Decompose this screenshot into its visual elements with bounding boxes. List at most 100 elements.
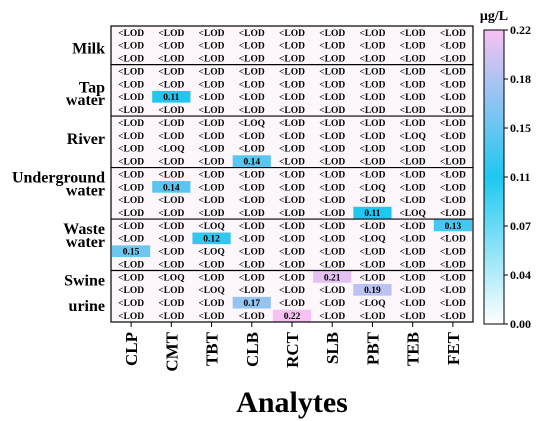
heatmap-cell-label: 0.13 [445, 222, 462, 232]
heatmap-cell-label: <LOD [319, 145, 345, 155]
heatmap-cell-label: <LOD [440, 312, 466, 322]
heatmap-cell-label: 0.22 [284, 312, 301, 322]
heatmap-cell-label: <LOQ [399, 209, 426, 219]
heatmap-cell-label: <LOD [319, 67, 345, 77]
heatmap-cell-label: <LOD [319, 132, 345, 142]
heatmap-cell-value [232, 296, 271, 309]
heatmap-cell-label: <LOD [118, 273, 144, 283]
heatmap-cell-label: <LOD [400, 260, 426, 270]
x-tick-label: PBT [363, 331, 382, 365]
heatmap-cell-label: <LOD [359, 196, 385, 206]
heatmap-cell-label: <LOD [279, 222, 305, 232]
heatmap-cell-label: <LOD [158, 312, 184, 322]
heatmap-cell-value [272, 309, 312, 322]
heatmap-cell-label: <LOD [440, 196, 466, 206]
heatmap-cell-label: <LOD [319, 42, 345, 52]
heatmap-cell-label: <LOD [319, 170, 345, 180]
heatmap-cell-label: <LOD [440, 158, 466, 168]
heatmap-cell-label: <LOD [319, 119, 345, 129]
heatmap-cell-label: <LOD [400, 158, 426, 168]
heatmap-cell-label: <LOD [359, 93, 385, 103]
heatmap-cell-label: <LOD [199, 132, 225, 142]
colorbar-tick-label: 0.07 [510, 219, 531, 233]
heatmap-cell-label: <LOD [440, 183, 466, 193]
heatmap-cell-label: <LOD [400, 312, 426, 322]
heatmap-cell-label: <LOD [440, 299, 466, 309]
heatmap-cell-label: <LOD [199, 196, 225, 206]
heatmap-cell-label: <LOD [199, 67, 225, 77]
heatmap-cell-label: <LOQ [198, 222, 225, 232]
colorbar-title: μg/L [480, 9, 508, 24]
heatmap-cell-label: <LOD [319, 80, 345, 90]
heatmap-cell-label: <LOD [239, 29, 265, 39]
heatmap-cell-label: <LOD [199, 158, 225, 168]
heatmap-cell-label: <LOD [400, 170, 426, 180]
heatmap-cell-label: <LOD [239, 196, 265, 206]
heatmap-cell-label: <LOD [158, 106, 184, 116]
heatmap-cell-label: <LOD [239, 145, 265, 155]
row-group-label: Milk [72, 41, 105, 58]
heatmap-cell-label: <LOD [239, 183, 265, 193]
heatmap-cell-label: <LOD [199, 106, 225, 116]
row-group-label: Underground [12, 169, 105, 186]
heatmap-cell-label: <LOD [319, 299, 345, 309]
heatmap-cell-label: 0.11 [364, 209, 380, 219]
heatmap-cell-value [353, 206, 392, 219]
heatmap-cell-label: 0.15 [123, 248, 140, 258]
heatmap-cell-label: <LOD [239, 106, 265, 116]
heatmap-cell-label: <LOD [118, 119, 144, 129]
row-group-label: water [66, 92, 105, 109]
heatmap-cell-label: <LOD [319, 209, 345, 219]
heatmap-cell-label: <LOD [359, 119, 385, 129]
heatmap-cell-label: <LOQ [198, 248, 225, 258]
heatmap-cell-label: <LOD [359, 67, 385, 77]
heatmap-cell-label: <LOD [400, 29, 426, 39]
heatmap-cell-label: <LOD [359, 170, 385, 180]
heatmap-cell-label: <LOD [158, 235, 184, 245]
heatmap-cell-label: <LOD [239, 209, 265, 219]
colorbar-tick-label: 0.22 [510, 23, 531, 37]
x-axis-title: Analytes [236, 386, 348, 419]
heatmap-cell-label: <LOD [400, 67, 426, 77]
heatmap-cell-label: <LOD [279, 158, 305, 168]
heatmap-cell-label: <LOD [440, 132, 466, 142]
heatmap-cell-label: <LOD [359, 132, 385, 142]
heatmap-cell-label: <LOD [279, 299, 305, 309]
heatmap-cell-label: <LOD [279, 260, 305, 270]
heatmap-cell-label: <LOD [400, 183, 426, 193]
x-tick-label: RCT [283, 331, 302, 368]
heatmap-cell-label: <LOD [440, 80, 466, 90]
heatmap-cell-label: <LOD [239, 248, 265, 258]
heatmap-cell-label: <LOD [359, 260, 385, 270]
heatmap-cell-label: <LOD [118, 286, 144, 296]
heatmap-cell-label: <LOD [118, 170, 144, 180]
heatmap-cell-label: <LOD [158, 286, 184, 296]
heatmap-cell-label: <LOD [118, 55, 144, 65]
heatmap-cell-label: <LOD [199, 183, 225, 193]
heatmap-cell-label: <LOD [400, 55, 426, 65]
heatmap-cell-label: <LOD [118, 29, 144, 39]
heatmap-cell-label: <LOD [158, 29, 184, 39]
heatmap-cell-label: <LOD [158, 80, 184, 90]
row-group-label: Tap [79, 79, 105, 96]
heatmap-cell-label: <LOD [319, 248, 345, 258]
heatmap-cell-label: <LOD [199, 170, 225, 180]
colorbar: μg/L 0.22 0.18 0.15 0.11 0.07 0.04 0.00 [480, 9, 531, 331]
colorbar-tick-label: 0.00 [510, 317, 531, 331]
heatmap-cell-label: <LOD [400, 222, 426, 232]
heatmap-cell-label: <LOD [359, 106, 385, 116]
column-labels: CLP CMT TBT CLB RCT SLB PBT TEB FET [122, 322, 463, 372]
heatmap-cell-label: <LOD [440, 29, 466, 39]
heatmap-cell-label: <LOD [239, 42, 265, 52]
x-tick-label: FET [444, 331, 463, 365]
heatmap-cell-label: <LOD [440, 248, 466, 258]
heatmap-cell-label: <LOD [158, 170, 184, 180]
heatmap-cell-label: <LOD [239, 260, 265, 270]
heatmap-cell-label: <LOD [319, 93, 345, 103]
heatmap-cell-label: <LOD [279, 93, 305, 103]
x-tick-label: CLB [243, 332, 262, 367]
heatmap-cell-label: <LOD [440, 42, 466, 52]
heatmap-cell-label: <LOD [239, 55, 265, 65]
heatmap-cell-label: <LOD [279, 209, 305, 219]
heatmap-cell-label: <LOD [158, 299, 184, 309]
